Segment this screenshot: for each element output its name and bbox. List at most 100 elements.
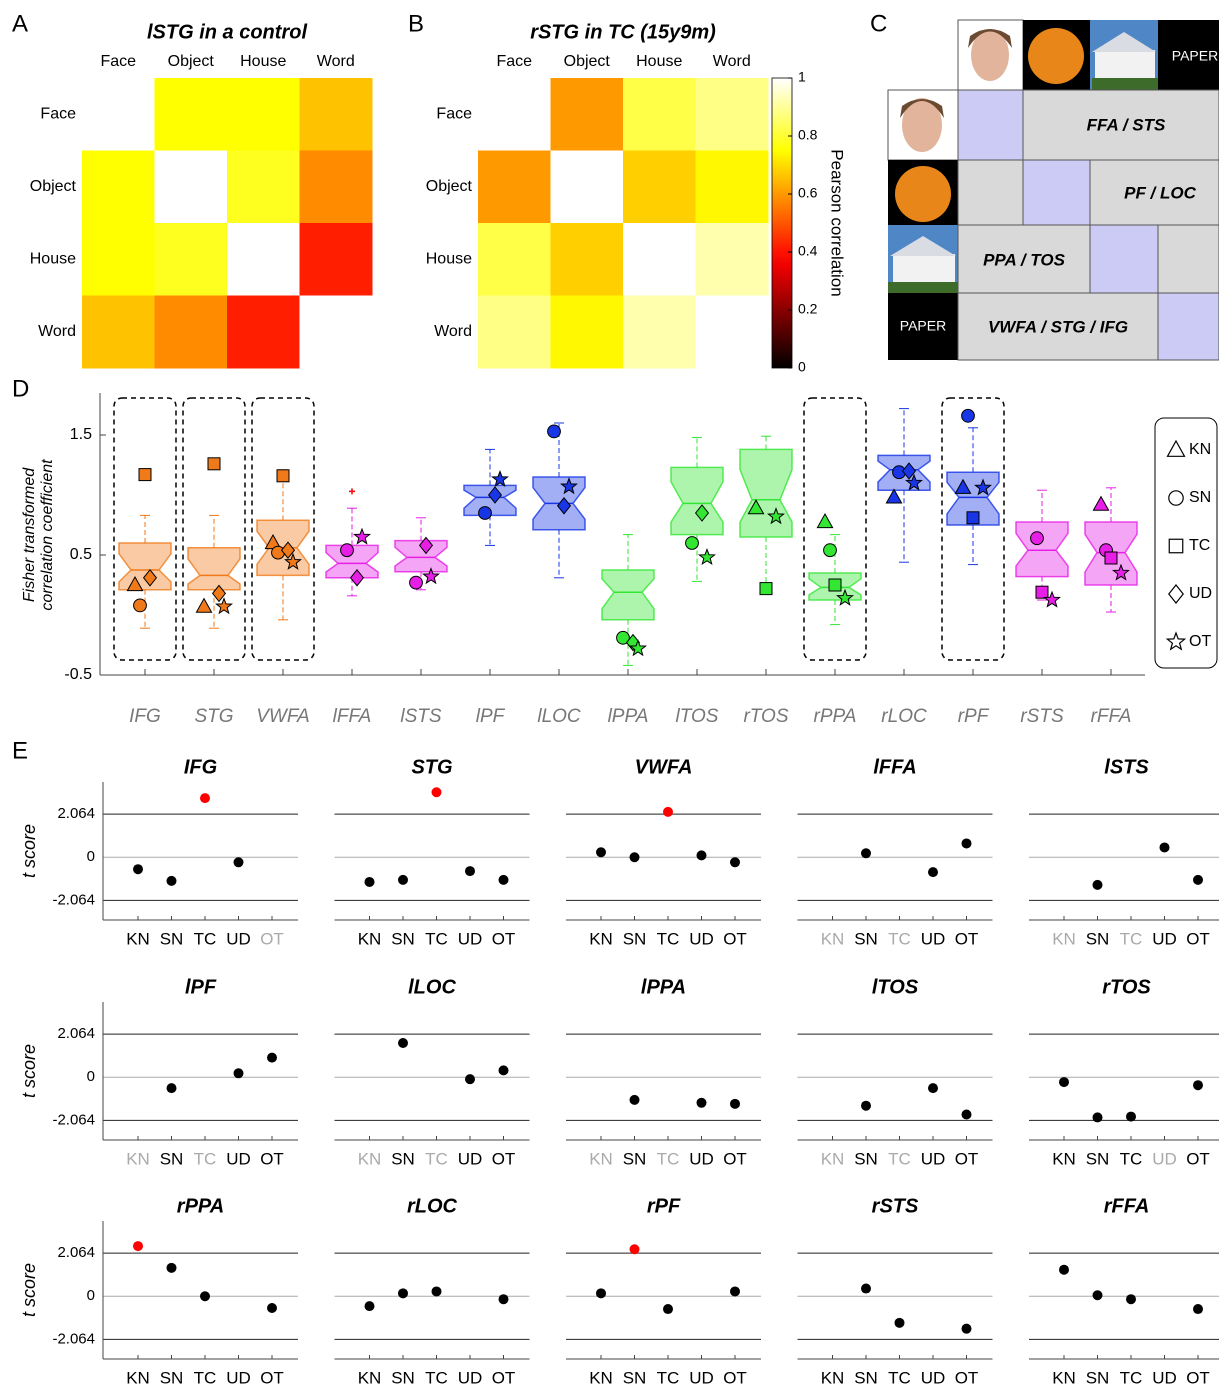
same-cell <box>1157 292 1219 361</box>
marker <box>195 597 213 613</box>
marker <box>694 504 710 522</box>
marker <box>487 486 503 504</box>
point <box>498 1294 509 1305</box>
chart-title: rLOC <box>407 1195 458 1217</box>
x-tick-label: OT <box>260 929 284 948</box>
point <box>465 1074 475 1085</box>
heat-cell <box>695 150 769 224</box>
point <box>1059 1264 1069 1275</box>
point <box>1092 879 1103 890</box>
heat-cell <box>227 223 300 296</box>
chart-title: IFG <box>184 756 217 778</box>
x-tick-label: TC <box>888 929 911 948</box>
x-tick-label: SN <box>391 1149 415 1168</box>
x-tick-label: UD <box>226 1149 251 1168</box>
hair <box>968 29 1012 48</box>
x-tick-label: SN <box>854 1149 878 1168</box>
box <box>325 544 379 579</box>
x-tick-label: OT <box>1186 1149 1210 1168</box>
x-tick-label: TC <box>1120 1368 1143 1387</box>
marker <box>1030 531 1044 546</box>
face-shape <box>902 98 942 152</box>
x-tick-label: rPF <box>958 706 990 727</box>
heat-cell <box>227 295 300 369</box>
point <box>200 1291 210 1302</box>
point <box>498 874 509 885</box>
heat-cell <box>82 223 155 296</box>
outlier <box>349 488 355 495</box>
column-label: Object <box>564 53 611 70</box>
panel-letter: C <box>870 10 887 37</box>
roi-cell <box>957 224 1091 294</box>
highlight-box <box>182 397 246 661</box>
x-tick-label: UD <box>689 1368 714 1387</box>
legend-marker <box>1168 490 1184 506</box>
x-tick-label: SN <box>623 1149 647 1168</box>
colorbar-tick-label: 0.4 <box>798 243 818 259</box>
x-tick-label: OT <box>492 1149 516 1168</box>
pumpkin <box>895 166 951 222</box>
marker <box>901 462 917 480</box>
x-tick-label: UD <box>458 1149 483 1168</box>
y-tick-label: 2.064 <box>57 1025 95 1042</box>
x-tick-label: UD <box>921 1368 946 1387</box>
heat-cell <box>478 295 551 369</box>
x-tick-label: OT <box>723 1368 747 1387</box>
box <box>1015 521 1069 578</box>
x-tick-label: OT <box>1186 1368 1210 1387</box>
x-tick-label: KN <box>1052 929 1076 948</box>
marker <box>276 469 290 483</box>
chart-title: lLOC <box>408 976 456 998</box>
roi-cell <box>957 159 1024 226</box>
point <box>730 1098 740 1109</box>
chart-title: lSTG in a control <box>147 21 307 43</box>
heat-cell <box>550 78 624 151</box>
heat-cell <box>227 150 300 224</box>
box <box>601 569 655 621</box>
paper-label: PAPER <box>900 318 946 334</box>
marker <box>1112 563 1130 581</box>
x-tick-label: SN <box>160 929 184 948</box>
marker <box>823 543 837 558</box>
point <box>928 867 938 878</box>
x-tick-label: OT <box>955 1368 979 1387</box>
marker <box>280 541 296 560</box>
marker <box>207 457 221 471</box>
roi-label: PPA / TOS <box>983 250 1066 269</box>
x-tick-label: SN <box>391 1368 415 1387</box>
box <box>394 539 448 573</box>
point <box>1193 1304 1203 1315</box>
box <box>118 542 172 591</box>
row-label: Object <box>30 178 77 195</box>
point <box>133 864 143 875</box>
point <box>1059 1077 1069 1088</box>
heat-cell <box>82 295 155 369</box>
marker <box>816 512 834 529</box>
heat-cell <box>154 150 228 224</box>
paper-image <box>1158 20 1219 90</box>
point <box>596 847 606 858</box>
marker <box>556 496 572 515</box>
point <box>200 793 210 804</box>
point <box>133 1241 143 1252</box>
panel-letter: D <box>12 375 29 402</box>
chart-title: rSTS <box>872 1195 919 1217</box>
legend-box <box>1154 417 1218 669</box>
point <box>364 876 375 887</box>
heat-cell <box>550 295 624 369</box>
x-tick-label: rLOC <box>881 706 927 727</box>
x-tick-label: SN <box>1086 929 1110 948</box>
marker <box>353 527 371 545</box>
point <box>1126 1111 1136 1122</box>
marker <box>133 598 147 613</box>
chart-title: lSTS <box>1104 756 1149 778</box>
marker <box>1092 495 1110 511</box>
point <box>663 806 673 817</box>
roi-cell <box>957 292 1159 361</box>
legend-marker <box>1165 631 1187 651</box>
row-label: Face <box>40 105 76 122</box>
x-tick-label: rFFA <box>1091 706 1132 727</box>
row-label: House <box>30 250 76 267</box>
marker <box>954 478 972 494</box>
marker <box>974 478 992 496</box>
